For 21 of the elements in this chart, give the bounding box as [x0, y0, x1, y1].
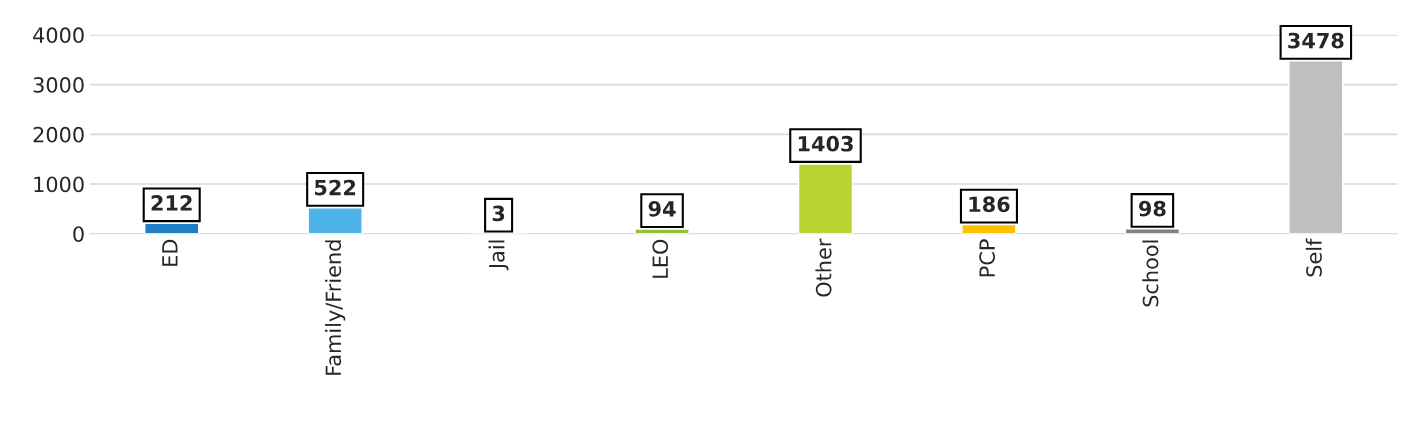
x-tick-label: Jail [488, 240, 509, 271]
x-tick-label: Other [815, 238, 832, 297]
data-label: 1403 [798, 135, 853, 152]
y-tick-label: 3000 [33, 77, 84, 93]
data-label: 212 [151, 195, 192, 211]
data-label: 98 [1138, 200, 1166, 217]
y-tick-label: 1000 [34, 176, 84, 193]
x-tick-label: Self [1305, 238, 1322, 277]
data-label: 186 [969, 196, 1010, 213]
data-label: 94 [648, 200, 676, 217]
x-tick-label: School [1142, 240, 1159, 307]
x-tick-label: ED [162, 239, 178, 266]
x-tick-label: LEO [652, 239, 669, 278]
data-label: 3 [492, 205, 505, 222]
data-label: 3478 [1288, 32, 1344, 49]
data-label: 522 [315, 179, 356, 196]
x-tick-label: PCP [979, 239, 995, 277]
y-tick-label: 4000 [33, 27, 84, 44]
x-tick-label: Family/Friend [325, 240, 346, 375]
y-tick-label: 2000 [33, 126, 84, 143]
y-tick-label: 0 [73, 226, 84, 242]
